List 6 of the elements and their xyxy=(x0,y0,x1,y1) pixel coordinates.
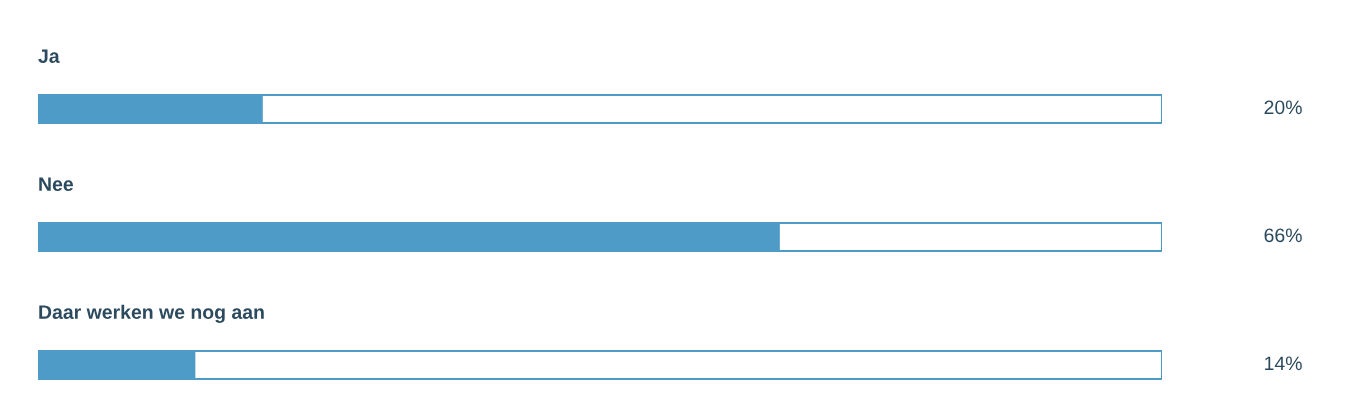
y-tick-label: Ja xyxy=(38,49,60,64)
data-label: 66% xyxy=(1264,228,1302,243)
y-tick-label: Daar werken we nog aan xyxy=(39,304,264,323)
data-label: 14% xyxy=(1265,356,1302,371)
data-label: 20% xyxy=(1264,100,1302,115)
y-tick-label: Nee xyxy=(39,177,74,192)
